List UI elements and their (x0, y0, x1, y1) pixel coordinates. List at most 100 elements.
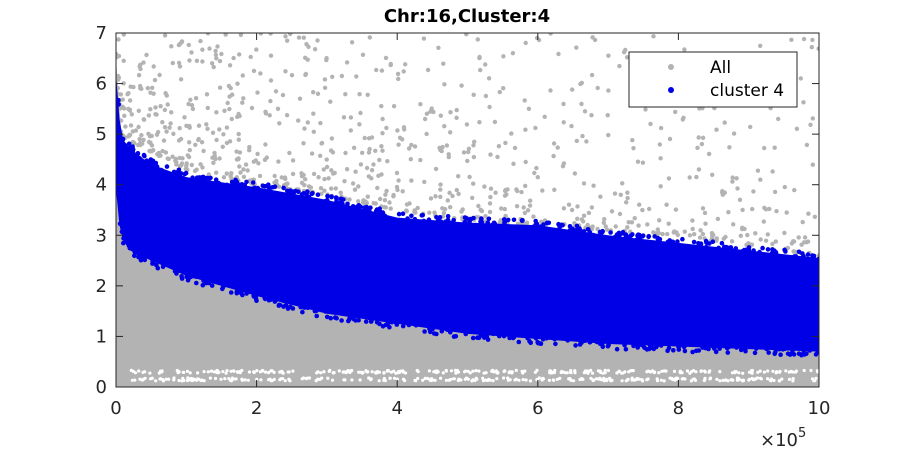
cluster-4-data-point (329, 194, 334, 200)
all-gap-point (791, 379, 795, 383)
cluster-4-data-point (556, 334, 562, 339)
all-data-point (488, 152, 493, 157)
all-data-point (116, 51, 119, 57)
cluster-4-data-point (658, 343, 664, 348)
all-data-point (241, 96, 246, 101)
all-data-point (798, 76, 803, 81)
all-data-point (770, 169, 775, 174)
all-data-point (574, 45, 579, 50)
all-data-point (150, 85, 155, 91)
legend-marker-cluster-4 (668, 87, 674, 93)
all-gap-point (816, 369, 819, 373)
all-gap-point (660, 369, 664, 373)
all-data-point (387, 200, 392, 205)
all-data-point (249, 105, 255, 111)
cluster-4-data-point (631, 239, 636, 244)
all-data-point (636, 223, 641, 228)
cluster-4-data-point (670, 243, 676, 249)
x-tick-label: 8 (673, 398, 684, 419)
all-data-point (697, 235, 703, 240)
all-data-point (395, 71, 401, 77)
all-data-point (267, 113, 272, 118)
all-data-point (673, 207, 679, 212)
cluster-4-data-point (475, 335, 480, 341)
all-data-point (454, 107, 459, 113)
all-data-point (263, 142, 268, 147)
all-data-point (164, 129, 169, 134)
all-data-point (497, 89, 502, 95)
all-gap-point (186, 376, 190, 380)
all-data-point (214, 110, 219, 115)
cluster-4-data-point (209, 283, 215, 288)
all-data-point (186, 101, 191, 107)
all-data-point (367, 146, 372, 152)
all-data-point (189, 50, 194, 55)
all-gap-point (589, 368, 593, 372)
all-data-point (379, 103, 384, 109)
all-data-point (188, 97, 193, 103)
cluster-4-data-point (485, 329, 490, 335)
all-data-point (540, 188, 545, 193)
all-data-point (664, 202, 669, 207)
all-data-point (122, 113, 127, 119)
all-data-point (475, 37, 480, 42)
all-data-point (421, 36, 427, 41)
all-data-point (236, 137, 241, 142)
cluster-4-data-point (377, 321, 382, 327)
all-gap-point (456, 378, 460, 383)
cluster-4-data-point (653, 341, 659, 347)
all-data-point (236, 131, 241, 137)
all-data-point (566, 202, 572, 207)
all-gap-point (610, 378, 614, 382)
all-gap-point (138, 377, 142, 381)
all-gap-point (606, 368, 611, 373)
all-data-point (186, 42, 191, 48)
cluster-4-data-point (577, 226, 582, 231)
all-data-point (465, 158, 470, 164)
cluster-4-data-point (224, 182, 230, 188)
all-data-point (535, 175, 540, 180)
all-data-point (637, 202, 642, 207)
legend: All cluster 4 (628, 51, 798, 108)
all-gap-point (645, 378, 649, 382)
all-data-point (173, 156, 179, 162)
all-gap-point (322, 370, 326, 374)
cluster-4-data-point (592, 233, 597, 239)
all-data-point (406, 146, 412, 151)
all-gap-point (315, 371, 319, 375)
all-data-point (388, 206, 393, 211)
all-data-point (660, 231, 665, 237)
all-data-point (497, 220, 502, 225)
all-data-point (200, 165, 205, 170)
all-data-point (367, 35, 372, 40)
all-data-point (700, 206, 706, 211)
all-data-point (121, 58, 126, 63)
all-data-point (148, 148, 153, 154)
all-data-point (312, 47, 318, 52)
all-gap-point (243, 378, 247, 382)
all-gap-point (240, 378, 244, 382)
all-data-point (356, 199, 361, 204)
all-data-point (330, 74, 335, 80)
cluster-4-data-point (334, 199, 340, 205)
all-data-point (371, 201, 376, 206)
cluster-4-data-point (437, 215, 443, 220)
all-gap-point (604, 378, 608, 382)
y-tick-label: 7 (96, 23, 107, 44)
cluster-4-data-point (681, 344, 687, 350)
all-data-point (436, 45, 441, 50)
all-gap-point (565, 371, 569, 375)
cluster-4-data-point (719, 240, 725, 246)
all-data-point (584, 139, 589, 144)
all-data-point (582, 109, 588, 114)
cluster-4-data-point (309, 191, 315, 197)
cluster-4-data-point (340, 201, 345, 207)
all-gap-point (332, 371, 336, 375)
cluster-4-data-point (268, 297, 274, 302)
all-data-point (330, 150, 336, 155)
all-data-point (591, 183, 596, 188)
y-tick-label: 3 (96, 225, 107, 246)
cluster-4-data-point (121, 235, 126, 241)
cluster-4-data-point (742, 346, 747, 351)
cluster-4-data-point (527, 338, 532, 344)
